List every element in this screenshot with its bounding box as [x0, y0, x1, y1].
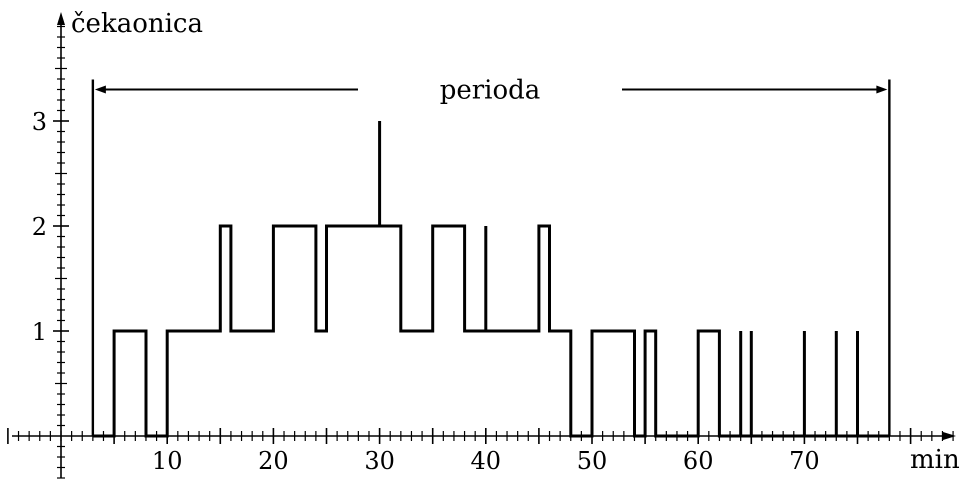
y-tick-label: 3	[32, 108, 47, 136]
period-left-arrow-icon	[94, 85, 106, 94]
x-tick-label: 40	[471, 447, 502, 475]
tick-labels: 10 20 30 40 50 60 70 1 2 3	[32, 108, 820, 475]
series-line	[92, 121, 890, 438]
x-tick-label: 20	[258, 447, 289, 475]
period-right-arrow-icon	[876, 85, 888, 94]
x-axis-label: min	[910, 445, 960, 475]
x-tick-label: 70	[789, 447, 820, 475]
y-tick-label: 2	[32, 213, 47, 241]
x-tick-label: 30	[364, 447, 395, 475]
y-tick-label: 1	[32, 318, 47, 346]
x-axis-arrow-icon	[943, 432, 956, 440]
period-annotation: perioda	[91, 76, 891, 436]
x-tick-label: 10	[152, 447, 183, 475]
x-tick-label: 60	[683, 447, 714, 475]
x-tick-label: 50	[577, 447, 608, 475]
y-axis-label: čekaonica	[71, 9, 203, 39]
y-axis-arrow-icon	[57, 12, 65, 25]
period-label: perioda	[440, 76, 541, 106]
